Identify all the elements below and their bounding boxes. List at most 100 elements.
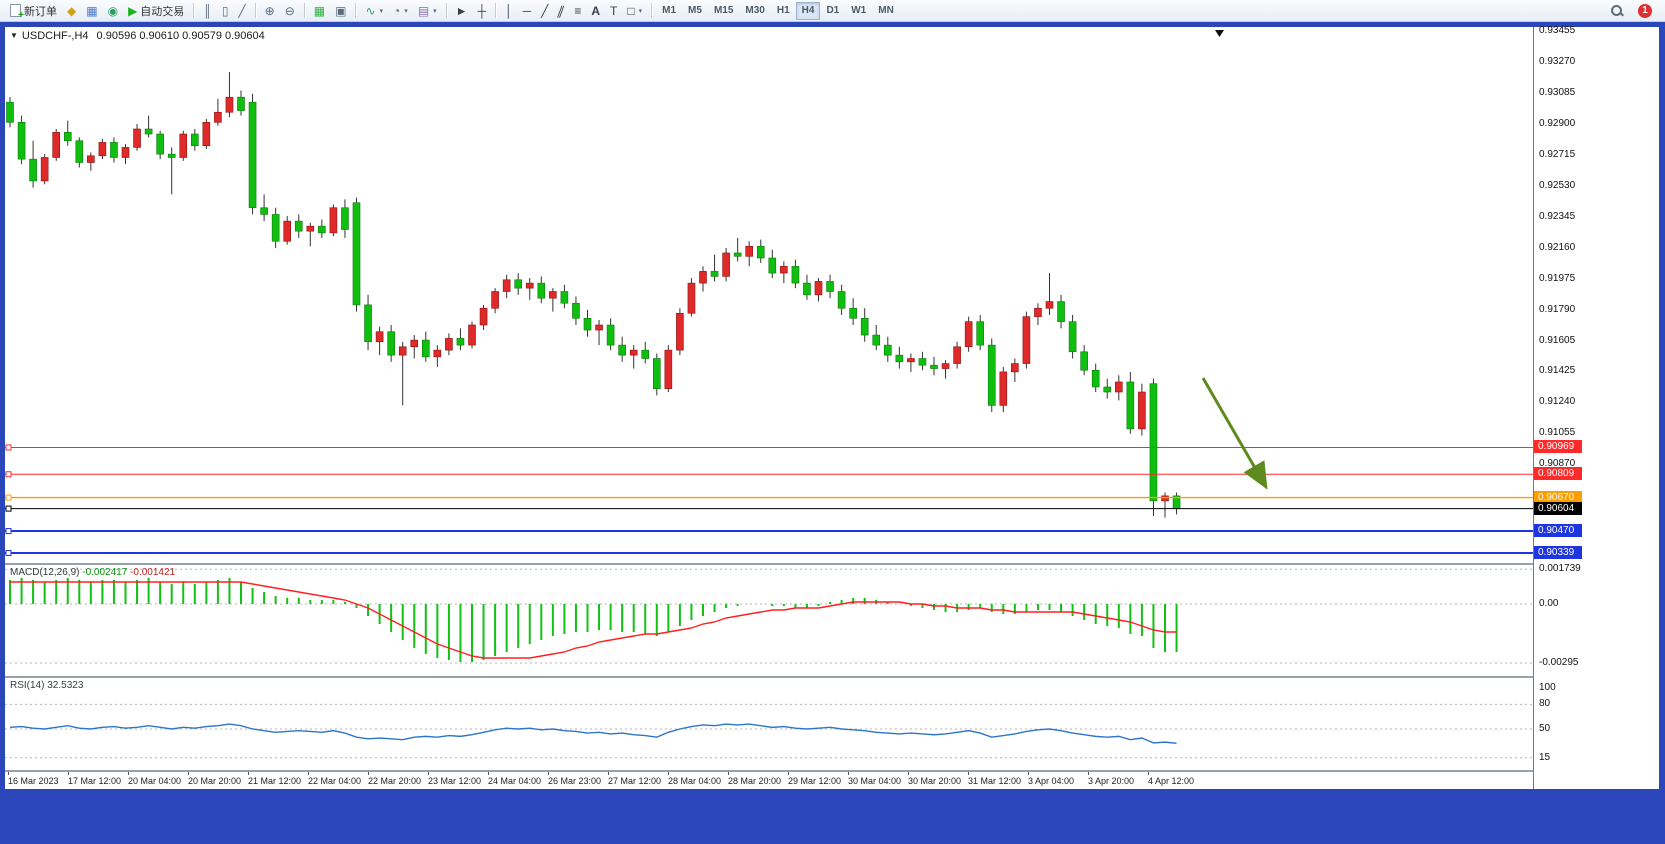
panel-divider[interactable] <box>5 563 1659 565</box>
time-axis[interactable]: 16 Mar 2023 17 Mar 12:00 20 Mar 04:00 20 Ma… <box>5 772 1533 789</box>
rsi-panel-canvas[interactable] <box>5 678 1533 770</box>
panel-divider[interactable] <box>5 770 1659 772</box>
periods-button[interactable]: ◔ ▾ <box>388 1 413 20</box>
macd-axis-label: 0.001739 <box>1539 563 1581 575</box>
crosshair-button[interactable]: ┼ <box>473 1 492 20</box>
rsi-axis-label: 15 <box>1539 751 1551 763</box>
rsi-line <box>9 723 1177 745</box>
macd-axis-label: -0.00295 <box>1539 657 1579 668</box>
label-button[interactable]: T <box>605 1 622 20</box>
time-axis-tick <box>488 772 489 775</box>
macd-panel-canvas[interactable] <box>5 565 1533 676</box>
candles <box>6 72 1181 518</box>
time-axis-label: 29 Mar 12:00 <box>788 776 842 786</box>
time-axis-tick <box>788 772 789 775</box>
time-axis-tick <box>608 772 609 775</box>
chart-shift-marker[interactable] <box>1215 30 1224 37</box>
toolbar-separator <box>445 3 447 18</box>
symbol-dropdown-icon[interactable]: ▼ <box>10 31 18 40</box>
timeframe-button-mn[interactable]: MN <box>878 5 894 16</box>
price-axis-label: 0.91975 <box>1539 272 1576 284</box>
time-axis-label: 16 Mar 2023 <box>8 776 59 786</box>
arrange-windows-icon: ▣ <box>335 3 347 18</box>
timeframe-button-m5[interactable]: M5 <box>688 5 702 16</box>
search-button[interactable] <box>1605 1 1628 20</box>
template-icon: ▤ <box>417 3 430 18</box>
timeframe-button-m15[interactable]: M15 <box>713 5 734 16</box>
macd-histogram <box>9 578 1178 662</box>
time-axis-label: 24 Mar 04:00 <box>488 776 542 786</box>
channel-button[interactable]: ∥ <box>553 1 569 20</box>
price-axis-label: 0.91240 <box>1539 396 1576 408</box>
time-axis-tick <box>128 772 129 775</box>
trendline-button[interactable]: ╱ <box>536 1 553 20</box>
timeframe-button-h4[interactable]: H4 <box>795 1 821 20</box>
time-axis-label: 28 Mar 20:00 <box>728 776 782 786</box>
text-button[interactable]: A <box>586 1 605 20</box>
bar-chart-button[interactable]: ║ <box>198 1 217 20</box>
timeframe-group: M1 M5 M15 M30 H1 H4 D1 W1 MN <box>656 1 900 20</box>
price-axis-label: 0.93270 <box>1539 55 1576 67</box>
time-axis-label: 30 Mar 20:00 <box>908 776 962 786</box>
arrange-windows-button[interactable]: ▣ <box>330 1 351 20</box>
chevron-down-icon: ▾ <box>404 7 408 15</box>
time-axis-label: 22 Mar 20:00 <box>368 776 422 786</box>
indicators-button[interactable]: ∿ ▾ <box>360 1 388 20</box>
macd-signal-line <box>10 581 1177 659</box>
auto-trading-button[interactable]: ▶ 自动交易 <box>123 1 189 20</box>
price-level-badge: 0.90670 <box>1534 490 1582 504</box>
chart-symbol-period: USDCHF-,H4 <box>21 30 89 42</box>
tile-windows-button[interactable]: ▦ <box>309 1 330 20</box>
horizontal-line-button[interactable]: ─ <box>518 1 537 20</box>
timeframe-button-w1[interactable]: W1 <box>851 5 867 16</box>
zoom-out-button[interactable]: ⊖ <box>280 1 300 20</box>
fibonacci-button[interactable]: ≡ <box>569 1 586 20</box>
timeframe-button-h1[interactable]: H1 <box>776 5 790 16</box>
label-icon: T <box>610 3 618 18</box>
rsi-label: RSI(14) 32.5323 <box>10 680 83 691</box>
price-axis[interactable]: 0.93455 0.93270 0.93085 0.92900 0.92715 0.925… <box>1533 25 1659 789</box>
time-axis-label: 17 Mar 12:00 <box>68 776 122 786</box>
timeframe-button-m1[interactable]: M1 <box>662 5 677 16</box>
level-handle <box>5 444 12 451</box>
panel-divider[interactable] <box>5 676 1659 678</box>
price-axis-label: 0.93455 <box>1539 25 1576 37</box>
line-chart-button[interactable]: ╱ <box>233 1 250 20</box>
zoom-in-button[interactable]: ⊕ <box>260 1 280 20</box>
time-axis-tick <box>368 772 369 775</box>
new-order-button[interactable]: 新订单 <box>5 1 62 21</box>
time-axis-tick <box>1028 772 1029 775</box>
candlestick-chart-button[interactable]: ▯ <box>217 1 234 20</box>
cursor-button[interactable]: ► <box>451 1 473 20</box>
navigator-button[interactable]: ▦ <box>81 1 102 20</box>
time-axis-tick <box>428 772 429 775</box>
price-chart-canvas[interactable] <box>5 27 1533 563</box>
price-level-lines[interactable] <box>5 444 1533 556</box>
market-watch-button[interactable]: ◆ <box>62 1 81 20</box>
vertical-line-button[interactable]: │ <box>500 1 518 20</box>
toolbar-separator <box>254 3 256 18</box>
templates-button[interactable]: ▤ ▾ <box>413 1 442 20</box>
time-axis-label: 4 Apr 12:00 <box>1148 776 1195 786</box>
level-handle <box>5 471 12 478</box>
new-order-icon <box>10 4 24 21</box>
price-axis-label: 0.91605 <box>1539 334 1576 346</box>
terminal-button[interactable]: ◉ <box>103 1 123 20</box>
trend-arrow[interactable] <box>1201 377 1268 490</box>
toolbar-separator <box>193 3 195 18</box>
notification-badge[interactable]: 1 <box>1638 3 1652 18</box>
shapes-button[interactable]: □ ▾ <box>622 1 647 20</box>
cursor-icon: ► <box>455 3 468 18</box>
level-handle <box>5 505 12 512</box>
chevron-down-icon: ▾ <box>433 7 437 15</box>
time-axis-tick <box>188 772 189 775</box>
rsi-axis-label: 80 <box>1539 698 1551 710</box>
rsi-value: 32.5323 <box>47 680 84 691</box>
timeframe-button-m30[interactable]: M30 <box>745 5 765 16</box>
rsi-axis-label: 100 <box>1539 682 1556 693</box>
rsi-name: RSI(14) <box>10 680 45 691</box>
timeframe-button-d1[interactable]: D1 <box>826 5 840 16</box>
time-axis-tick <box>548 772 549 775</box>
time-axis-tick <box>308 772 309 775</box>
